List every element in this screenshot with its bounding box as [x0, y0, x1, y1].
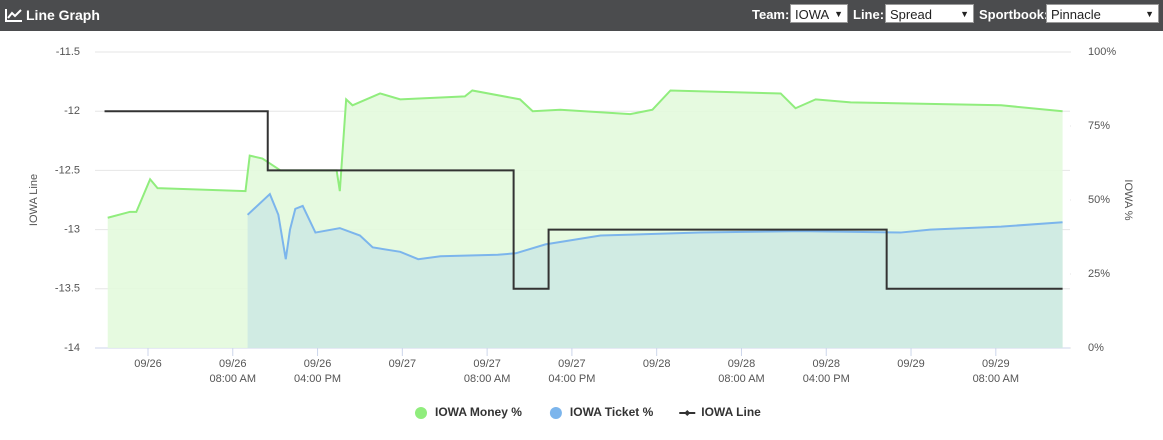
series-line	[246, 192, 1063, 261]
select-value: Pinnacle	[1051, 7, 1101, 22]
y2-tick-label: 50%	[1088, 194, 1110, 206]
select-value: Spread	[890, 7, 932, 22]
x-tick-label: 09/26	[219, 358, 247, 370]
lines	[104, 89, 1063, 290]
y-tick-label: -12	[64, 105, 80, 117]
chart-icon	[5, 9, 22, 22]
x-tick-sublabel: 08:00 AM	[464, 373, 510, 385]
control-label: Line:	[853, 7, 885, 22]
legend-label: IOWA Line	[701, 405, 761, 419]
legend-marker	[415, 407, 427, 419]
select-value: IOWA	[795, 7, 830, 22]
x-tick-label: 09/27	[473, 358, 501, 370]
header-title: Line Graph	[26, 7, 100, 23]
y-tick-label: -13.5	[55, 283, 80, 295]
control-label: Sportbook:	[979, 7, 1049, 22]
x-tick-label: 09/27	[558, 358, 586, 370]
x-tick-sublabel: 04:00 PM	[294, 373, 341, 385]
header: Line Graph Team: IOWA ▼ Line: Spread ▼ Spo…	[0, 0, 1163, 31]
x-tick-label: 09/26	[304, 358, 332, 370]
y2-tick-label: 0%	[1088, 342, 1104, 354]
series-line	[104, 110, 1063, 290]
x-tick-sublabel: 04:00 PM	[548, 373, 595, 385]
x-tick-sublabel: 04:00 PM	[803, 373, 850, 385]
sportbook-select[interactable]: Pinnacle ▼	[1046, 4, 1159, 23]
areas	[107, 90, 1063, 349]
control-label: Team:	[752, 7, 790, 22]
x-tick-label: 09/29	[897, 358, 925, 370]
x-tick-label: 09/28	[812, 358, 840, 370]
x-tick-label: 09/26	[134, 358, 162, 370]
x-tick-label: 09/28	[728, 358, 756, 370]
y2-tick-label: 25%	[1088, 268, 1110, 280]
y2-tick-label: 75%	[1088, 120, 1110, 132]
x-tick-label: 09/29	[982, 358, 1010, 370]
line-select[interactable]: Spread ▼	[885, 4, 974, 23]
legend-label: IOWA Money %	[435, 405, 522, 419]
series-line	[107, 89, 1063, 219]
legend-marker	[549, 407, 562, 419]
x-tick-sublabel: 08:00 AM	[973, 373, 1019, 385]
chart: IOWA Line IOWA % -14 -13.5 -13 -12.5 -12 -11.…	[28, 46, 1134, 419]
legend-marker	[684, 410, 691, 416]
y2-tick-label: 100%	[1088, 46, 1116, 58]
x-tick-sublabel: 08:00 AM	[718, 373, 764, 385]
y-tick-label: -14	[64, 342, 80, 354]
y-tick-label: -12.5	[55, 164, 80, 176]
y-tick-label: -11.5	[56, 46, 80, 58]
x-tick-label: 09/28	[643, 358, 671, 370]
x-tick-sublabel: 08:00 AM	[210, 373, 256, 385]
y-tick-label: -13	[64, 224, 80, 236]
team-select[interactable]: IOWA ▼	[790, 4, 848, 23]
x-tick-label: 09/27	[389, 358, 417, 370]
y-axis-label: IOWA Line	[28, 174, 40, 226]
legend-label: IOWA Ticket %	[570, 405, 654, 419]
y2-axis-label: IOWA %	[1122, 179, 1134, 220]
